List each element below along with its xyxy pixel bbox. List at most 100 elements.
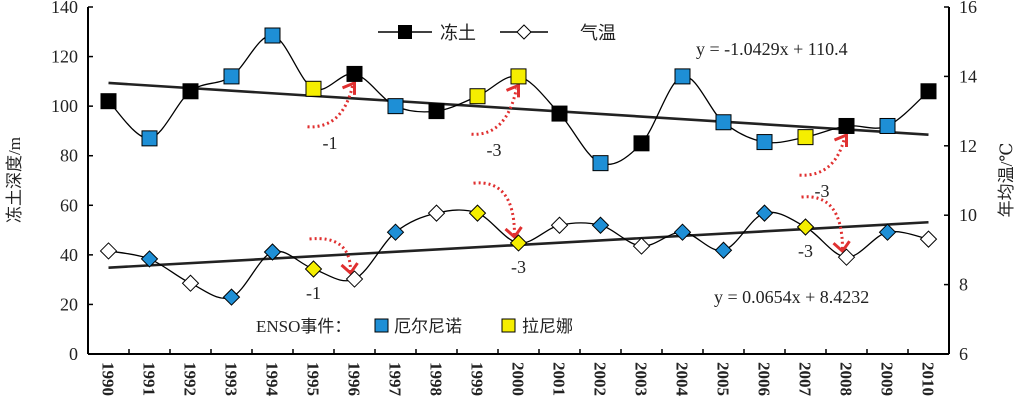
soil-point [592,155,609,172]
lag-arrow-head [833,132,848,147]
temp-point [386,223,405,241]
lag-arrow-head [340,262,359,276]
soil-trend-equation: y = -1.0429x + 110.4 [696,39,848,59]
left-axis-title: 冻土深度/m [5,137,24,223]
x-tick-label: 1992 [181,362,200,396]
temp-point [837,248,856,266]
soil-point [141,130,158,147]
lag-label: -3 [487,140,502,160]
lag-arrow [801,195,844,250]
x-tick-label: 2000 [509,362,528,396]
soil-trend-line [108,81,929,136]
enso-elnino-label: 厄尔尼诺 [394,317,462,336]
x-tick-label: 1998 [427,362,446,396]
enso-lanina-swatch [501,318,516,333]
lag-arrow [471,88,518,136]
temp-point [140,250,159,268]
temp-point [632,237,651,255]
temp-point [222,288,241,306]
lag-arrow-head [505,83,520,98]
temp-point [755,204,774,222]
x-tick-label: 2009 [878,362,897,396]
left-tick-label: 20 [60,294,78,314]
right-axis-title: 年均温/℃ [997,143,1016,218]
temp-point [468,204,487,222]
soil-point [100,93,117,110]
enso-lanina-label: 拉尼娜 [522,317,573,336]
right-tick-label: 10 [959,205,977,225]
x-tick-label: 1999 [468,362,487,396]
x-tick-label: 1994 [263,362,282,397]
x-tick-label: 2010 [919,362,938,396]
soil-point [182,83,199,100]
soil-point [920,83,937,100]
soil-point [674,68,691,85]
legend-temp-label: 气温 [580,23,616,43]
soil-point [264,27,281,44]
x-tick-label: 1993 [222,362,241,396]
lag-label: -3 [815,181,830,201]
soil-point [305,80,322,97]
temp-point [427,204,446,222]
left-tick-label: 140 [51,0,78,17]
soil-point [838,117,855,134]
legend: 冻土 气温 [378,23,616,43]
soil-point [551,105,568,122]
right-tick-label: 12 [959,136,977,156]
legend-soil-marker [398,25,412,39]
x-tick-label: 1995 [304,362,323,396]
soil-point [387,98,404,115]
soil-point [879,117,896,134]
temp-point [99,242,118,260]
x-tick-label: 1991 [140,362,159,396]
soil-point [797,129,814,146]
temp-trend-equation: y = 0.0654x + 8.4232 [714,287,869,307]
x-tick-label: 2005 [714,362,733,396]
x-tick-label: 2007 [796,362,815,397]
left-tick-label: 120 [51,47,78,67]
legend-temp-marker [516,24,532,40]
x-tick-label: 2001 [550,362,569,396]
lag-arrow-head [341,80,356,95]
soil-point [469,88,486,105]
temp-point [796,218,815,236]
lag-label: -3 [511,257,526,277]
right-tick-label: 8 [959,275,968,295]
x-tick-label: 2003 [632,362,651,396]
enso-elnino-swatch [374,318,389,333]
lag-label: -1 [323,133,338,153]
temp-point [181,274,200,292]
temp-point [263,243,282,261]
soil-point [715,114,732,131]
x-tick-label: 2002 [591,362,610,396]
soil-point [756,134,773,151]
soil-point [510,68,527,85]
right-tick-label: 6 [959,344,968,364]
x-tick-label: 2006 [755,362,774,396]
lag-arrow [799,137,846,177]
lag-label: -3 [798,241,813,261]
temp-point [919,230,938,248]
x-tick-label: 2004 [673,362,692,397]
right-tick-label: 14 [959,66,977,86]
left-tick-label: 100 [51,96,78,116]
temp-point [345,270,364,288]
x-tick-label: 1996 [345,362,364,396]
soil-point [428,103,445,120]
enso-legend-title: ENSO事件： [256,317,351,336]
lag-arrow-head [504,226,523,240]
legend-soil-label: 冻土 [440,23,476,43]
left-tick-label: 60 [60,195,78,215]
soil-point [223,68,240,85]
right-tick-label: 16 [959,0,977,17]
left-tick-label: 80 [60,146,78,166]
enso-legend: ENSO事件： 厄尔尼诺 拉尼娜 [256,317,573,336]
soil-point [346,65,363,82]
temp-point [509,234,528,252]
x-tick-label: 1997 [386,362,405,397]
temp-point [714,241,733,259]
lag-arrow-head [832,240,851,254]
temp-point [304,260,323,278]
lag-arrow [473,181,516,235]
